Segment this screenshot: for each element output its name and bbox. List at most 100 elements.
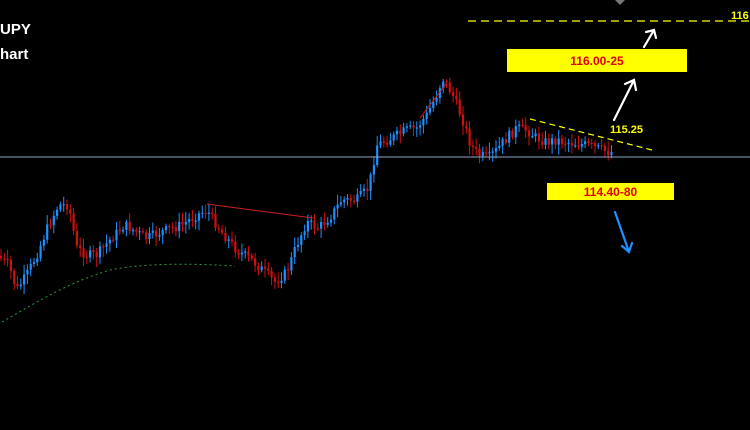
candle-body bbox=[478, 148, 481, 157]
up-arrow-icon bbox=[612, 78, 638, 122]
candle-body bbox=[359, 191, 362, 195]
candle-body bbox=[607, 150, 610, 156]
candle-body bbox=[69, 209, 72, 214]
candle-body bbox=[23, 274, 26, 285]
candle-body bbox=[316, 228, 319, 230]
candle-body bbox=[554, 138, 557, 145]
candle-body bbox=[564, 143, 567, 145]
candle-body bbox=[326, 222, 329, 225]
candle-body bbox=[201, 212, 204, 214]
candle-body bbox=[587, 141, 590, 143]
candle-body bbox=[227, 239, 230, 241]
candle-body bbox=[399, 130, 402, 134]
candle-body bbox=[214, 213, 217, 228]
candle-body bbox=[204, 212, 207, 214]
candle-body bbox=[336, 204, 339, 209]
candle-body bbox=[82, 248, 85, 258]
candle-body bbox=[112, 239, 115, 241]
candle-body bbox=[46, 224, 49, 240]
candle-body bbox=[155, 230, 158, 237]
candle-body bbox=[455, 96, 458, 100]
candle-body bbox=[267, 268, 270, 271]
candle-body bbox=[353, 200, 356, 202]
candle-body bbox=[362, 188, 366, 192]
candle-body bbox=[541, 141, 544, 145]
candle-body bbox=[432, 101, 435, 108]
candle-body bbox=[95, 252, 98, 258]
candle-body bbox=[547, 138, 550, 145]
lower-target-box: 114.40-80 bbox=[547, 183, 674, 200]
candle-body bbox=[323, 222, 326, 225]
candle-body bbox=[514, 126, 517, 138]
candle-body bbox=[382, 141, 385, 143]
candle-body bbox=[494, 148, 498, 152]
candle-body bbox=[508, 130, 511, 143]
candle-body bbox=[244, 251, 247, 253]
candle-body bbox=[422, 118, 425, 126]
candle-body bbox=[346, 198, 349, 200]
resistance-price-label: 115.25 bbox=[610, 124, 644, 136]
candle-body bbox=[389, 140, 392, 145]
candle-body bbox=[524, 125, 527, 131]
candle-body bbox=[376, 145, 379, 165]
candle-body bbox=[395, 130, 399, 135]
candle-body bbox=[257, 265, 260, 271]
candle-body bbox=[19, 284, 22, 287]
candle-body bbox=[409, 125, 412, 127]
candle-body bbox=[600, 145, 603, 147]
candle-body bbox=[42, 239, 45, 246]
upper-target-box: 116.00-25 bbox=[507, 49, 687, 72]
candle-body bbox=[273, 277, 276, 282]
candle-body bbox=[197, 213, 201, 221]
candle-body bbox=[349, 198, 352, 201]
candle-body bbox=[531, 136, 534, 138]
candle-body bbox=[32, 262, 36, 264]
candle-body bbox=[3, 258, 6, 260]
candle-body bbox=[52, 215, 55, 226]
candle-body bbox=[567, 143, 570, 145]
candle-body bbox=[425, 112, 428, 119]
candle-body bbox=[428, 108, 432, 113]
candle-body bbox=[122, 229, 125, 232]
candle-body bbox=[356, 194, 359, 202]
candle-body bbox=[118, 229, 121, 232]
candle-body bbox=[277, 281, 280, 283]
candle-body bbox=[577, 145, 580, 147]
candle-body bbox=[263, 266, 267, 269]
candle-body bbox=[135, 229, 138, 232]
candle-body bbox=[240, 252, 243, 255]
candle-body bbox=[296, 244, 300, 247]
candle-body bbox=[290, 257, 293, 271]
candle-body bbox=[39, 245, 42, 259]
candle-body bbox=[79, 245, 82, 249]
candle-body bbox=[458, 99, 461, 115]
candle-body bbox=[234, 241, 237, 253]
candle-body bbox=[468, 128, 471, 146]
candle-body bbox=[471, 145, 474, 147]
candle-body bbox=[141, 231, 144, 233]
candle-body bbox=[260, 266, 263, 271]
candle-body bbox=[98, 246, 102, 258]
candle-body bbox=[485, 152, 488, 154]
candle-body bbox=[518, 124, 521, 127]
candle-body bbox=[13, 271, 16, 284]
candle-body bbox=[310, 220, 313, 222]
candle-body bbox=[534, 133, 537, 137]
candle-body bbox=[194, 220, 197, 222]
candle-body bbox=[386, 143, 389, 145]
candle-body bbox=[217, 227, 220, 230]
candle-body bbox=[92, 250, 95, 253]
red-trendline-peak bbox=[419, 83, 447, 119]
green-dotted-curve bbox=[1, 263, 236, 323]
candle-body bbox=[158, 235, 161, 237]
candle-body bbox=[303, 231, 306, 236]
candle-body bbox=[593, 143, 597, 146]
candle-body bbox=[211, 212, 214, 214]
candle-body bbox=[283, 269, 286, 281]
candle-body bbox=[247, 251, 250, 256]
candle-body bbox=[369, 174, 372, 192]
candle-body bbox=[438, 88, 441, 98]
candle-body bbox=[498, 145, 501, 149]
candle-body bbox=[108, 239, 111, 244]
